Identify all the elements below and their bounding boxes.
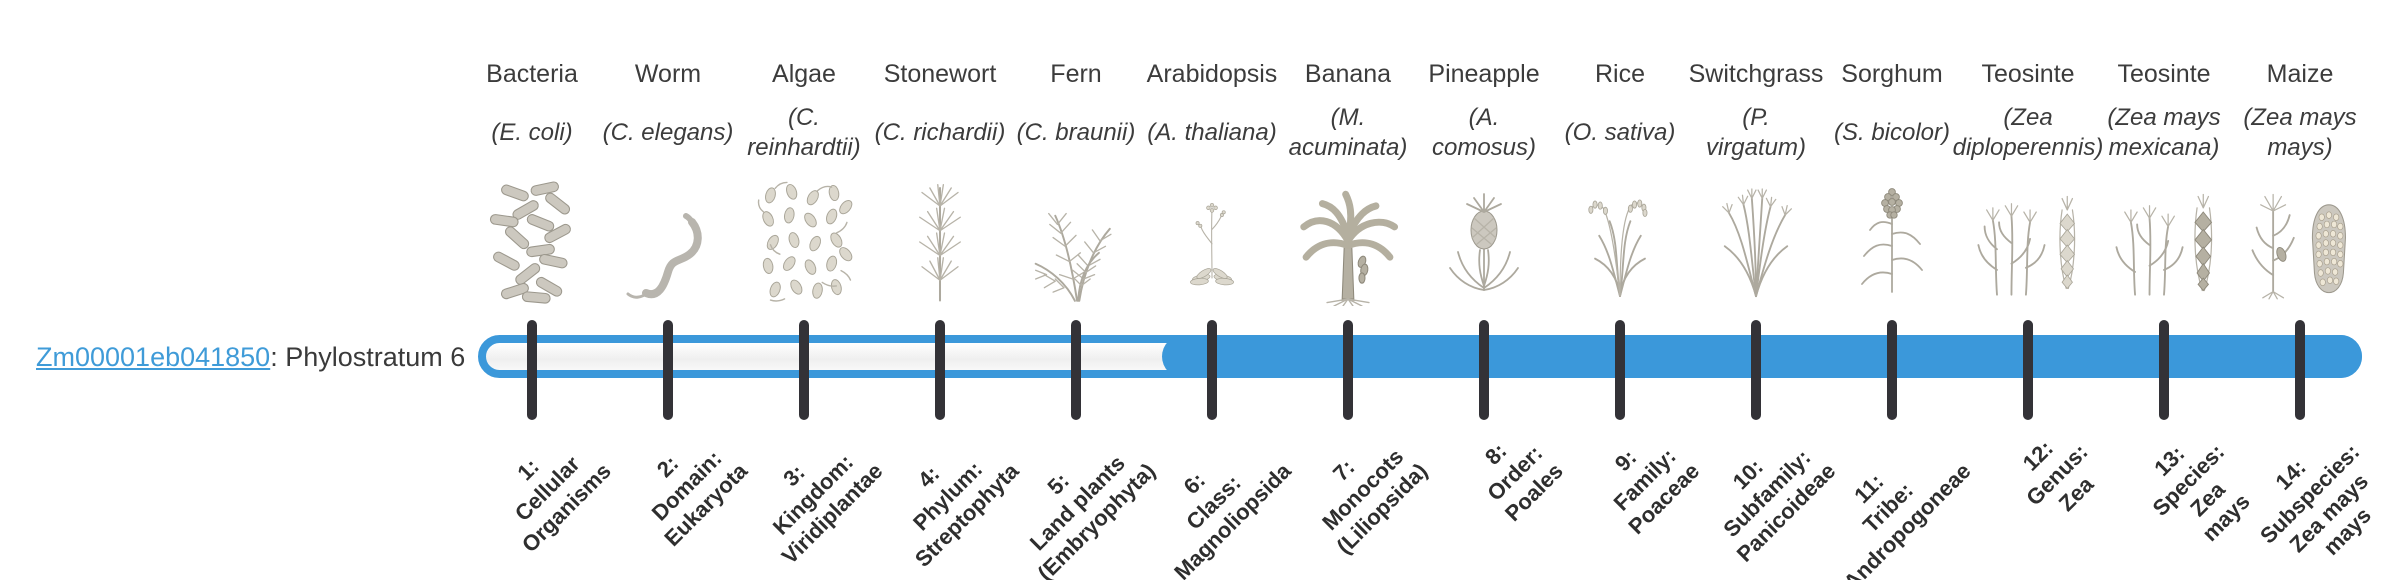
organism-name: Teosinte [2117, 60, 2211, 88]
rice-illustration [1588, 199, 1648, 298]
organism-species: (P. virgatum) [1705, 104, 1807, 161]
organism-name: Pineapple [1428, 60, 1540, 88]
stratum-label: 6: Class: Magnoliopsida [1169, 457, 1296, 580]
teosinte-diploperennis-illustration [1977, 195, 2076, 296]
timeline-tick [663, 320, 673, 420]
pineapple-illustration [1449, 193, 1519, 291]
organism-species: (C. richardii) [874, 119, 1006, 146]
arabidopsis-illustration [1190, 202, 1234, 286]
banana-illustration [1300, 190, 1399, 306]
teosinte-mexicana-illustration [2115, 193, 2213, 296]
organism-name: Fern [1050, 60, 1102, 88]
gene-label: Zm00001eb041850: Phylostratum 6 [36, 342, 465, 373]
timeline-tick [2023, 320, 2033, 420]
organism-name: Switchgrass [1688, 60, 1824, 88]
organism-name: Arabidopsis [1146, 60, 1278, 88]
organism-name: Stonewort [883, 60, 997, 88]
organism-name: Bacteria [486, 60, 578, 88]
organism-name: Teosinte [1981, 60, 2075, 88]
organism-species: (Zea mays mexicana) [2107, 104, 2221, 161]
organism-species: (C. reinhardtii) [747, 104, 861, 161]
stratum-label: 12: Genus: Zea [2017, 435, 2099, 516]
organism-species: (Zea mays mays) [2243, 104, 2357, 161]
timeline-tick [1071, 320, 1081, 420]
stratum-label: 13: Species: Zea mays [2146, 438, 2255, 547]
organism-name: Worm [634, 60, 702, 88]
organism-species: (Zea diploperennis) [1952, 104, 2104, 161]
timeline-tick [1887, 320, 1897, 420]
stonewort-illustration [919, 183, 961, 302]
organism-species: (C. braunii) [1016, 119, 1136, 146]
organism-species: (S. bicolor) [1833, 119, 1951, 146]
stratum-label: 7: Monocots (Liliopsida) [1316, 443, 1432, 559]
timeline-tick [527, 320, 537, 420]
bacteria-illustration [489, 181, 571, 304]
stratum-label: 5: Land plants (Embryophyta) [1024, 450, 1160, 580]
stratum-label: 9: Family: Poaceae [1608, 443, 1704, 539]
gene-id-link[interactable]: Zm00001eb041850 [36, 342, 271, 372]
stratum-label: 11: Tribe: Andropogoneae [1838, 457, 1976, 580]
stratum-label: 2: Domain: Eukaryota [646, 445, 752, 551]
organism-name: Banana [1304, 60, 1392, 88]
stratum-label: 14: Subspecies: Zea mays mays [2255, 438, 2377, 561]
timeline-tick [799, 320, 809, 420]
organism-name: Rice [1594, 60, 1645, 88]
timeline-tick [2159, 320, 2169, 420]
worm-illustration [626, 213, 702, 299]
stratum-label: 1: Cellular Organisms [509, 451, 616, 557]
timeline-tick [2295, 320, 2305, 420]
timeline-tick [1615, 320, 1625, 420]
timeline-tick [1479, 320, 1489, 420]
organism-name: Sorghum [1841, 60, 1943, 88]
fern-illustration [1034, 212, 1112, 302]
switchgrass-illustration [1722, 188, 1792, 298]
organism-species: (E. coli) [491, 119, 573, 146]
stratum-label: 3: Kingdom: Viridiplantae [768, 449, 888, 569]
timeline-tick [935, 320, 945, 420]
organism-name: Maize [2266, 60, 2334, 88]
timeline-tick [1751, 320, 1761, 420]
algae-illustration [757, 181, 853, 302]
organism-species: (A. thaliana) [1147, 119, 1277, 146]
organism-species: (O. sativa) [1564, 119, 1676, 146]
stratum-label: 4: Phylum: Streptophyta [908, 456, 1024, 572]
organism-name: Algae [772, 60, 836, 88]
maize-illustration [2251, 193, 2346, 300]
organism-species: (C. elegans) [602, 119, 734, 146]
timeline-filled-segment [1162, 335, 2362, 378]
timeline-tick [1207, 320, 1217, 420]
stratum-label: 8: Order: Poales [1480, 438, 1568, 526]
organism-species: (M. acuminata) [1288, 104, 1408, 161]
timeline-tick [1343, 320, 1353, 420]
organism-species: (A. comosus) [1431, 104, 1537, 161]
sorghum-illustration [1861, 188, 1923, 293]
gene-stratum-text: : Phylostratum 6 [270, 342, 466, 372]
